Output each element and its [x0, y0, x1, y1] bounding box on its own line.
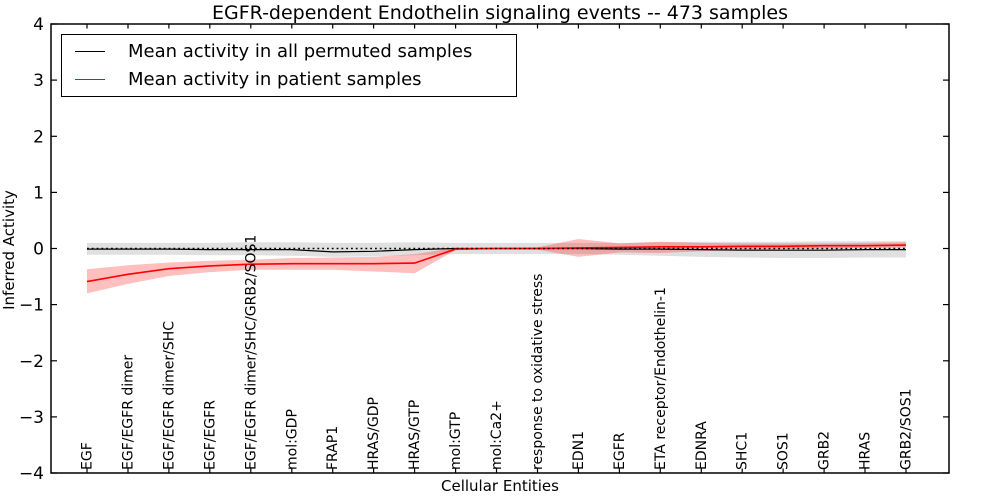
- y-tick-label: −2: [19, 352, 44, 372]
- x-tick-label: EGFR: [612, 432, 628, 470]
- x-tick-label: mol:GDP: [284, 409, 300, 470]
- x-tick-label: GRB2: [817, 431, 833, 470]
- legend-label-patient: Mean activity in patient samples: [128, 68, 422, 90]
- x-tick-label: EGF/EGFR: [202, 400, 218, 470]
- y-tick-label: 2: [33, 127, 44, 147]
- y-tick-label: −4: [19, 464, 44, 484]
- x-tick-label: EGF: [80, 442, 96, 470]
- x-tick-label: mol:GTP: [448, 412, 464, 470]
- x-tick-label: mol:Ca2+: [489, 400, 505, 470]
- x-tick-label: HRAS/GDP: [366, 397, 382, 470]
- y-tick-label: 1: [33, 184, 44, 204]
- x-tick-label: SHC1: [735, 432, 751, 470]
- y-tick-label: 4: [33, 15, 44, 35]
- x-tick-label: EGF/EGFR dimer: [120, 355, 136, 470]
- y-axis-label: Inferred Activity: [0, 190, 18, 310]
- x-tick-label: GRB2/SOS1: [899, 388, 915, 470]
- patient-band: [87, 239, 906, 294]
- x-tick-label: HRAS: [858, 432, 874, 470]
- chart-title: EGFR-dependent Endothelin signaling even…: [211, 2, 789, 24]
- x-tick-label: response to oxidative stress: [530, 274, 546, 470]
- patient-line-swatch: [75, 78, 105, 80]
- y-tick-label: 3: [33, 71, 44, 91]
- y-tick-label: 0: [33, 240, 44, 260]
- x-tick-label: EGF/EGFR dimer/SHC/GRB2/SOS1: [243, 235, 259, 470]
- x-tick-label: EGF/EGFR dimer/SHC: [161, 321, 177, 470]
- x-tick-label: EDNRA: [694, 421, 710, 470]
- permuted-band: [87, 241, 906, 258]
- x-axis-label: Cellular Entities: [441, 477, 559, 495]
- x-tick-label: HRAS/GTP: [407, 400, 423, 470]
- x-tick-label: SOS1: [776, 432, 792, 470]
- legend: Mean activity in all permuted samples Me…: [61, 34, 517, 97]
- legend-entry-permuted: Mean activity in all permuted samples: [62, 41, 516, 62]
- x-tick-label: EDN1: [571, 431, 587, 470]
- y-tick-label: −3: [19, 408, 44, 428]
- permuted-line-swatch: [75, 51, 105, 53]
- x-tick-label: ETA receptor/Endothelin-1: [653, 287, 669, 470]
- legend-entry-patient: Mean activity in patient samples: [62, 69, 516, 90]
- legend-label-permuted: Mean activity in all permuted samples: [128, 41, 473, 63]
- y-tick-label: −1: [19, 296, 44, 316]
- x-tick-label: FRAP1: [325, 426, 341, 470]
